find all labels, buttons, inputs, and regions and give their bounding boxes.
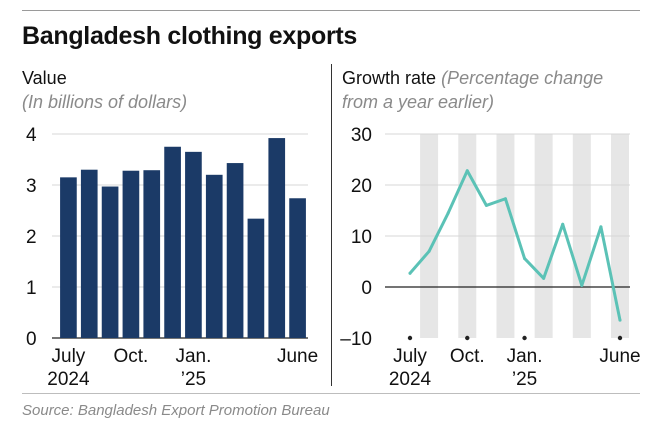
growth-x-tick-dot	[407, 335, 413, 341]
top-rule	[22, 10, 640, 11]
bar-jun-2025	[289, 198, 306, 338]
bar-y-tick-label: 3	[26, 176, 37, 197]
panel-divider	[331, 64, 332, 386]
bar-x-tick-label: July	[52, 346, 86, 367]
bar-y-tick-label: 0	[26, 329, 37, 350]
bar-x-tick-label: Jan.	[175, 346, 211, 367]
growth-point-oct-2024	[465, 169, 469, 173]
bar-oct-2024	[122, 170, 140, 338]
growth-x-tick-dot	[522, 335, 527, 341]
growth-x-tick-label: Oct.	[450, 346, 485, 367]
growth-y-tick-label: 20	[351, 176, 372, 197]
bar-dec-2024	[164, 146, 181, 338]
growth-note-line1: (Percentage change	[441, 68, 604, 88]
growth-point-feb-2025	[542, 276, 546, 280]
growth-point-jul-2024	[408, 271, 412, 275]
value-panel-heading: Value (In billions of dollars)	[22, 66, 187, 114]
growth-y-tick-label: –10	[340, 329, 372, 350]
growth-y-tick-label: 30	[351, 125, 372, 146]
growth-point-jun-2025	[618, 318, 622, 322]
bar-apr-2025	[247, 218, 265, 338]
bar-x-tick-year: ’25	[181, 369, 206, 390]
growth-x-tick-label: Jan.	[507, 346, 543, 367]
growth-point-aug-2024	[427, 249, 431, 253]
growth-x-tick-dot	[465, 335, 470, 341]
growth-x-tick-label: July	[393, 346, 427, 367]
growth-point-apr-2025	[580, 283, 584, 287]
growth-y-tick-label: 10	[351, 227, 372, 248]
growth-point-mar-2025	[561, 222, 565, 226]
growth-x-tick-dot	[617, 335, 623, 341]
chart-title: Bangladesh clothing exports	[22, 22, 358, 50]
growth-point-sep-2024	[446, 211, 450, 215]
growth-point-nov-2024	[484, 203, 488, 207]
bar-jul-2024	[60, 177, 77, 338]
value-unit-note: (In billions of dollars)	[22, 92, 188, 112]
growth-point-may-2025	[599, 225, 603, 229]
bar-y-tick-label: 2	[26, 227, 37, 248]
bar-may-2025	[268, 138, 286, 338]
source-note: Source: Bangladesh Export Promotion Bure…	[22, 402, 330, 419]
growth-y-tick-label: 0	[361, 278, 372, 299]
growth-x-tick-year: ’25	[512, 369, 537, 390]
value-heading: Value	[22, 68, 67, 88]
bar-aug-2024	[80, 169, 98, 338]
bar-x-tick-label: Oct.	[113, 346, 148, 367]
bar-feb-2025	[205, 174, 223, 338]
bar-x-tick-label: June	[277, 346, 318, 367]
bar-y-tick-label: 1	[26, 278, 37, 299]
growth-point-jan-2025	[523, 256, 527, 260]
bar-y-tick-label: 4	[26, 125, 37, 146]
growth-panel-heading: Growth rate (Percentage change from a ye…	[342, 66, 603, 114]
bar-nov-2024	[143, 170, 161, 338]
bar-x-tick-year: 2024	[47, 369, 90, 390]
growth-note-line2: from a year earlier)	[342, 92, 495, 112]
growth-point-dec-2024	[503, 197, 507, 201]
growth-x-tick-year: 2024	[389, 369, 432, 390]
growth-x-tick-label: June	[599, 346, 640, 367]
bar-mar-2025	[226, 163, 244, 338]
growth-heading: Growth rate	[342, 68, 437, 88]
bar-jan-2025	[185, 151, 202, 338]
growth-line	[408, 169, 622, 322]
bar-sep-2024	[101, 186, 119, 338]
bottom-rule	[22, 393, 640, 394]
